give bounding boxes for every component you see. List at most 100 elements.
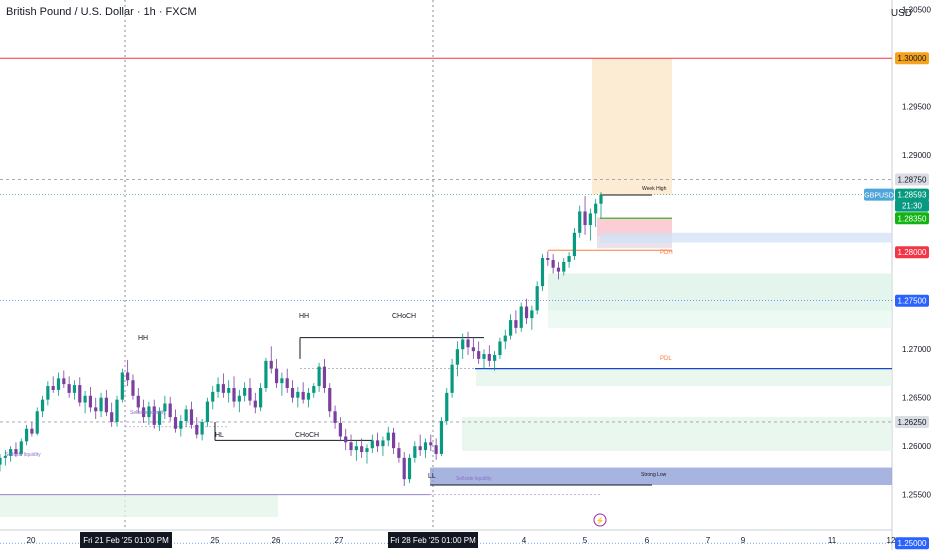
annotation-week-high: Week High (642, 186, 667, 192)
candle-body (455, 349, 459, 365)
candle-body (487, 354, 491, 361)
candle-body (35, 411, 39, 434)
candle-body (205, 401, 210, 422)
candle-body (360, 446, 364, 453)
candle-body (551, 259, 555, 268)
candle-body (200, 421, 204, 435)
price-label-text: 1.30000 (898, 54, 927, 63)
price-label-badge (895, 173, 929, 186)
price-label-text: 1.28750 (898, 175, 927, 184)
candle-body (3, 455, 7, 458)
candle-body (104, 397, 108, 413)
order-block (430, 467, 892, 486)
candle-body (168, 403, 172, 418)
lightning-icon: ⚡ (596, 516, 605, 525)
candle-body (530, 310, 534, 319)
candle-body (285, 378, 289, 389)
price-label-text: 1.25000 (898, 539, 927, 548)
annotation-ll: LL (428, 473, 436, 480)
candle-body (524, 306, 529, 319)
candle-body (30, 428, 34, 434)
y-tick-label: 1.30500 (902, 6, 931, 15)
candle-body (578, 211, 582, 233)
y-tick-label: 1.29500 (902, 103, 931, 112)
candle-body (328, 388, 332, 412)
candle-body (184, 409, 188, 421)
x-highlight-label: Fri 28 Feb '25 01:00 PM (390, 536, 476, 545)
candle-body (274, 368, 279, 384)
y-tick-label: 1.26500 (902, 394, 931, 403)
candle-body (227, 388, 231, 393)
candle-body (195, 424, 199, 435)
candle-body (402, 457, 406, 480)
candle-body (56, 378, 61, 390)
event-marker-icon (593, 513, 607, 527)
annotation-hh: HH (299, 313, 309, 320)
price-label-badge (895, 537, 929, 550)
candle-body (445, 392, 449, 421)
candle-body (317, 366, 321, 387)
demand-band-low (462, 417, 892, 452)
x-tick-label: 11 (828, 536, 837, 545)
x-tick-label: 20 (27, 536, 36, 545)
candle-body (0, 457, 2, 465)
candle-body (477, 351, 481, 359)
candle-body (572, 232, 577, 257)
price-label-text: 1.28000 (898, 248, 927, 257)
candle-body (51, 386, 55, 390)
candle-body (248, 388, 252, 401)
annotation-sellside-liquidity: Sellside liquidity (130, 410, 166, 416)
candle-body (46, 386, 50, 400)
demand-band-upper (548, 273, 892, 311)
candle-body (142, 407, 146, 418)
candle-body (508, 320, 513, 336)
candle-body (216, 384, 220, 392)
candle-body (253, 400, 257, 408)
candle-body (72, 385, 77, 393)
candle-body (562, 261, 566, 272)
candle-body (322, 366, 327, 389)
candle-body (482, 354, 486, 359)
candle-body (67, 384, 71, 393)
candle-body (232, 388, 236, 402)
candle-body (19, 441, 23, 454)
candle-body (461, 339, 465, 350)
candle-body (594, 203, 598, 214)
currency-label[interactable]: USD (890, 8, 912, 19)
candle-body (386, 432, 390, 441)
candle-body (439, 420, 444, 454)
candle-body (264, 360, 268, 389)
supply-band (600, 232, 892, 243)
candle-body (434, 445, 438, 454)
candle-body (9, 449, 13, 456)
candle-body (269, 360, 273, 369)
candle-body (62, 378, 66, 385)
candle-body (429, 442, 433, 446)
x-tick-label: 7 (706, 536, 711, 545)
candle-body (290, 388, 295, 398)
price-label-badge (895, 188, 929, 201)
price-label-badge (895, 212, 929, 225)
candle-body (567, 256, 571, 262)
candle-body (136, 395, 140, 408)
candle-body (498, 341, 502, 356)
candle-body (280, 378, 284, 384)
x-tick-label: 26 (272, 536, 281, 545)
candle-body (120, 372, 124, 400)
candle-body (535, 286, 539, 311)
candle-body (338, 422, 342, 437)
price-label-text: 1.27500 (898, 297, 927, 306)
price-label-text: 21:30 (902, 202, 923, 211)
price-label-text: 1.28350 (898, 214, 927, 223)
annotation-strong-low: Strong Low (641, 472, 667, 478)
candle-body (306, 392, 311, 400)
candle-body (423, 442, 428, 451)
candle-body (301, 391, 305, 400)
annotation-pdh: PDH (660, 250, 673, 256)
candle-body (126, 372, 130, 381)
y-tick-label: 1.27000 (902, 345, 931, 354)
candle-body (312, 386, 316, 393)
x-tick-label: 5 (583, 536, 588, 545)
